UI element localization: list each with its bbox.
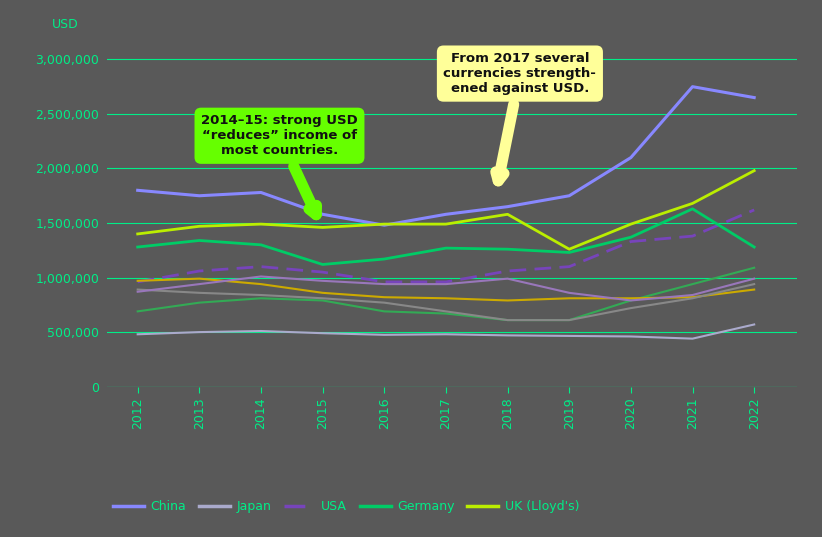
- Text: From 2017 several
currencies strength-
ened against USD.: From 2017 several currencies strength- e…: [444, 52, 596, 181]
- Text: USD: USD: [52, 18, 78, 31]
- Text: 2014–15: strong USD
“reduces” income of
most countries.: 2014–15: strong USD “reduces” income of …: [201, 114, 358, 215]
